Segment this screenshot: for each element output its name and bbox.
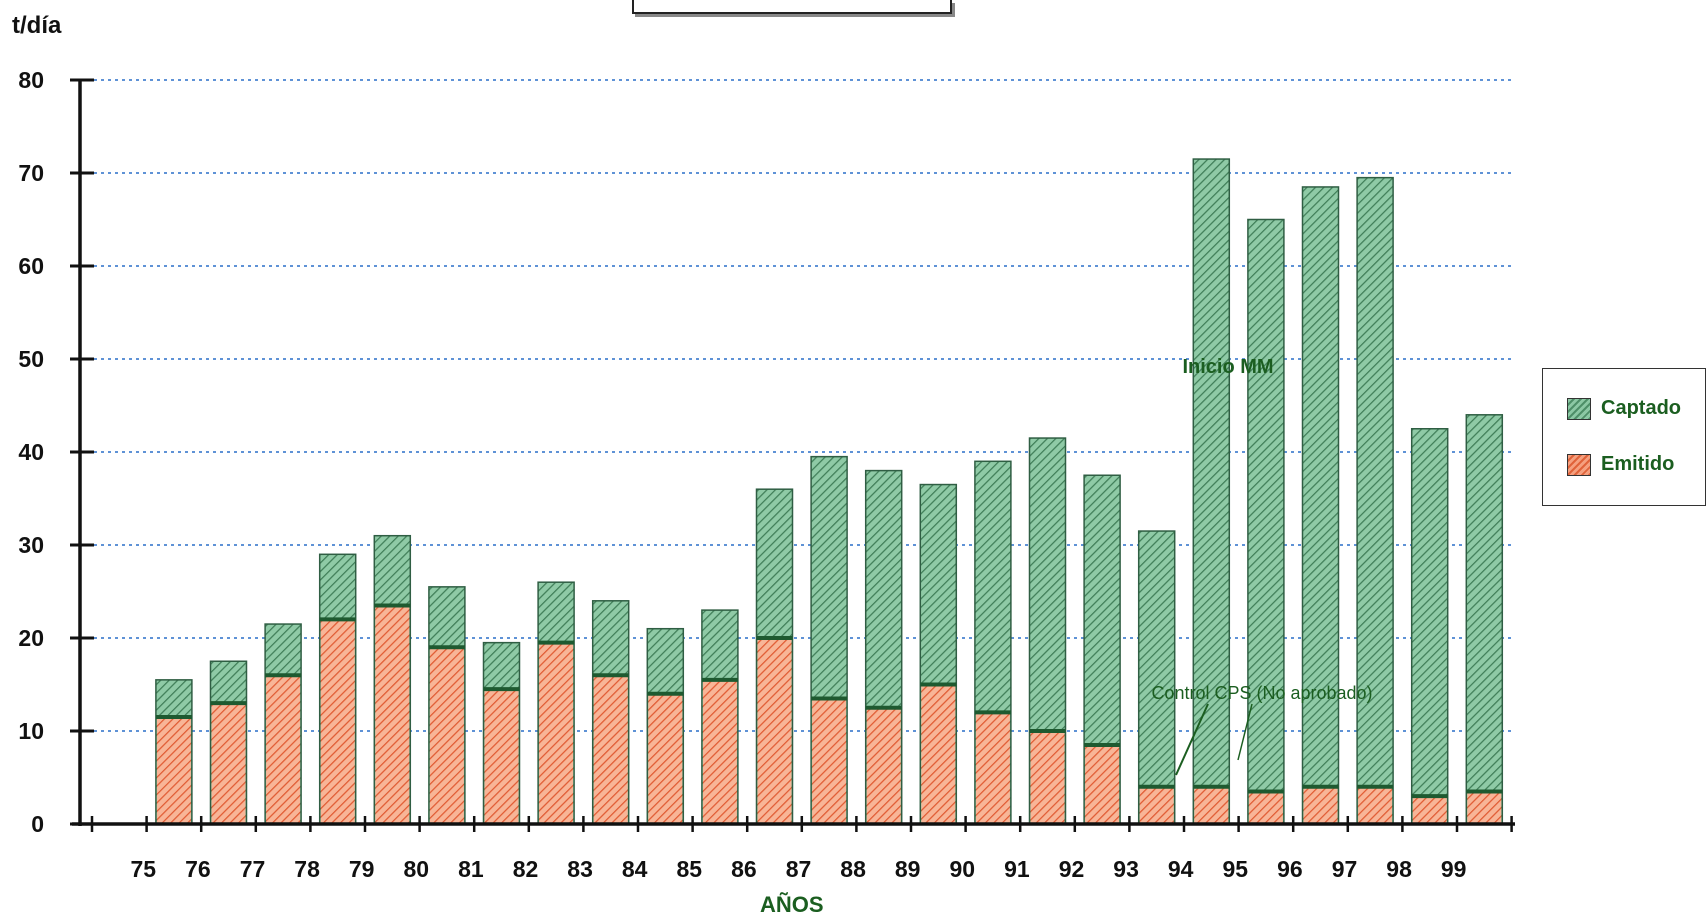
x-tick-label-79: 79 xyxy=(349,856,375,882)
annotation-arrow-1 xyxy=(1175,703,1209,776)
chart-title-box xyxy=(632,0,952,14)
bar-captado-99 xyxy=(1410,428,1449,825)
legend: Captado Emitido xyxy=(1542,368,1706,506)
bar-emitido-last xyxy=(1467,791,1502,824)
bars xyxy=(155,158,1504,825)
x-tick-label-87: 87 xyxy=(786,856,812,882)
x-tick-label-93: 93 xyxy=(1113,856,1139,882)
bar-emitido-94 xyxy=(1139,786,1174,824)
legend-swatch-captado xyxy=(1567,397,1591,420)
bar-captado-last xyxy=(1465,414,1504,825)
bar-captado-94 xyxy=(1137,530,1176,825)
x-tick-label-78: 78 xyxy=(294,856,320,882)
y-tick-label-30: 30 xyxy=(18,532,44,558)
y-tick-label-50: 50 xyxy=(18,346,44,372)
bar-emitido-90 xyxy=(921,684,956,824)
bar-emitido-89 xyxy=(866,707,901,824)
x-tick-label-90: 90 xyxy=(950,856,976,882)
x-tick-label-76: 76 xyxy=(185,856,211,882)
y-tick-label-0: 0 xyxy=(31,811,44,837)
x-tick-label-88: 88 xyxy=(840,856,866,882)
annotation-control-cps: Control CPS (No aprobado) xyxy=(1151,683,1372,703)
bar-emitido-78 xyxy=(266,675,301,824)
x-tick-label-83: 83 xyxy=(567,856,593,882)
x-tick-label-99: 99 xyxy=(1441,856,1467,882)
annotation-arrow-2 xyxy=(1237,703,1253,761)
bar-emitido-99 xyxy=(1412,796,1447,824)
bar-captado-98 xyxy=(1356,176,1394,825)
x-tick-label-95: 95 xyxy=(1223,856,1249,882)
bar-emitido-84 xyxy=(593,675,628,824)
bar-emitido-88 xyxy=(812,698,847,824)
x-tick-label-84: 84 xyxy=(622,856,648,882)
bar-captado-97 xyxy=(1301,186,1340,825)
legend-item-captado: Captado xyxy=(1567,397,1681,420)
x-tick-label-86: 86 xyxy=(731,856,757,882)
y-tick-label-20: 20 xyxy=(18,625,44,651)
tick-labels: 0 10 20 30 40 50 60 70 80 75 76 77 78 79 80 81 82 83 84 85 8… xyxy=(18,67,1466,882)
legend-label-captado: Captado xyxy=(1601,397,1681,419)
x-tick-label-82: 82 xyxy=(513,856,539,882)
bar-emitido-80 xyxy=(375,605,410,824)
bar-emitido-86 xyxy=(702,679,737,824)
annotations: Inicio MM Control CPS (No aprobado) xyxy=(1151,356,1373,776)
bar-emitido-91 xyxy=(975,712,1010,824)
legend-swatch-emitido xyxy=(1567,453,1591,476)
bar-emitido-87 xyxy=(757,638,792,824)
y-tick-label-40: 40 xyxy=(18,439,44,465)
bar-emitido-93 xyxy=(1085,744,1120,824)
x-tick-label-80: 80 xyxy=(404,856,430,882)
bar-emitido-76 xyxy=(156,717,191,824)
bar-emitido-97 xyxy=(1303,786,1338,824)
y-tick-label-60: 60 xyxy=(18,253,44,279)
legend-item-emitido: Emitido xyxy=(1567,453,1674,476)
y-axis-unit-label: t/día xyxy=(12,12,62,39)
x-tick-label-92: 92 xyxy=(1059,856,1085,882)
x-tick-label-94: 94 xyxy=(1168,856,1194,882)
axes xyxy=(70,78,1515,832)
y-tick-label-10: 10 xyxy=(18,718,44,744)
annotation-inicio-mm: Inicio MM xyxy=(1182,356,1273,378)
bar-captado-96 xyxy=(1247,218,1285,825)
bar-emitido-96 xyxy=(1248,791,1283,824)
bar-emitido-98 xyxy=(1358,786,1393,824)
bar-emitido-81 xyxy=(429,647,464,824)
x-tick-label-81: 81 xyxy=(458,856,484,882)
x-tick-label-98: 98 xyxy=(1386,856,1412,882)
y-tick-label-80: 80 xyxy=(18,67,44,93)
x-tick-label-97: 97 xyxy=(1332,856,1358,882)
x-axis-title: AÑOS xyxy=(760,892,824,917)
y-tick-label-70: 70 xyxy=(18,160,44,186)
legend-label-emitido: Emitido xyxy=(1601,453,1675,475)
x-tick-label-75: 75 xyxy=(131,856,157,882)
x-tick-label-96: 96 xyxy=(1277,856,1303,882)
x-tick-label-91: 91 xyxy=(1004,856,1030,882)
x-tick-label-85: 85 xyxy=(677,856,703,882)
bar-emitido-95 xyxy=(1194,786,1229,824)
x-tick-label-77: 77 xyxy=(240,856,266,882)
x-tick-label-89: 89 xyxy=(895,856,921,882)
bar-emitido-83 xyxy=(539,642,574,824)
bar-emitido-92 xyxy=(1030,731,1065,824)
bar-emitido-85 xyxy=(648,693,683,824)
bar-emitido-77 xyxy=(211,703,246,824)
bar-emitido-82 xyxy=(484,689,519,824)
bar-emitido-79 xyxy=(320,619,355,824)
